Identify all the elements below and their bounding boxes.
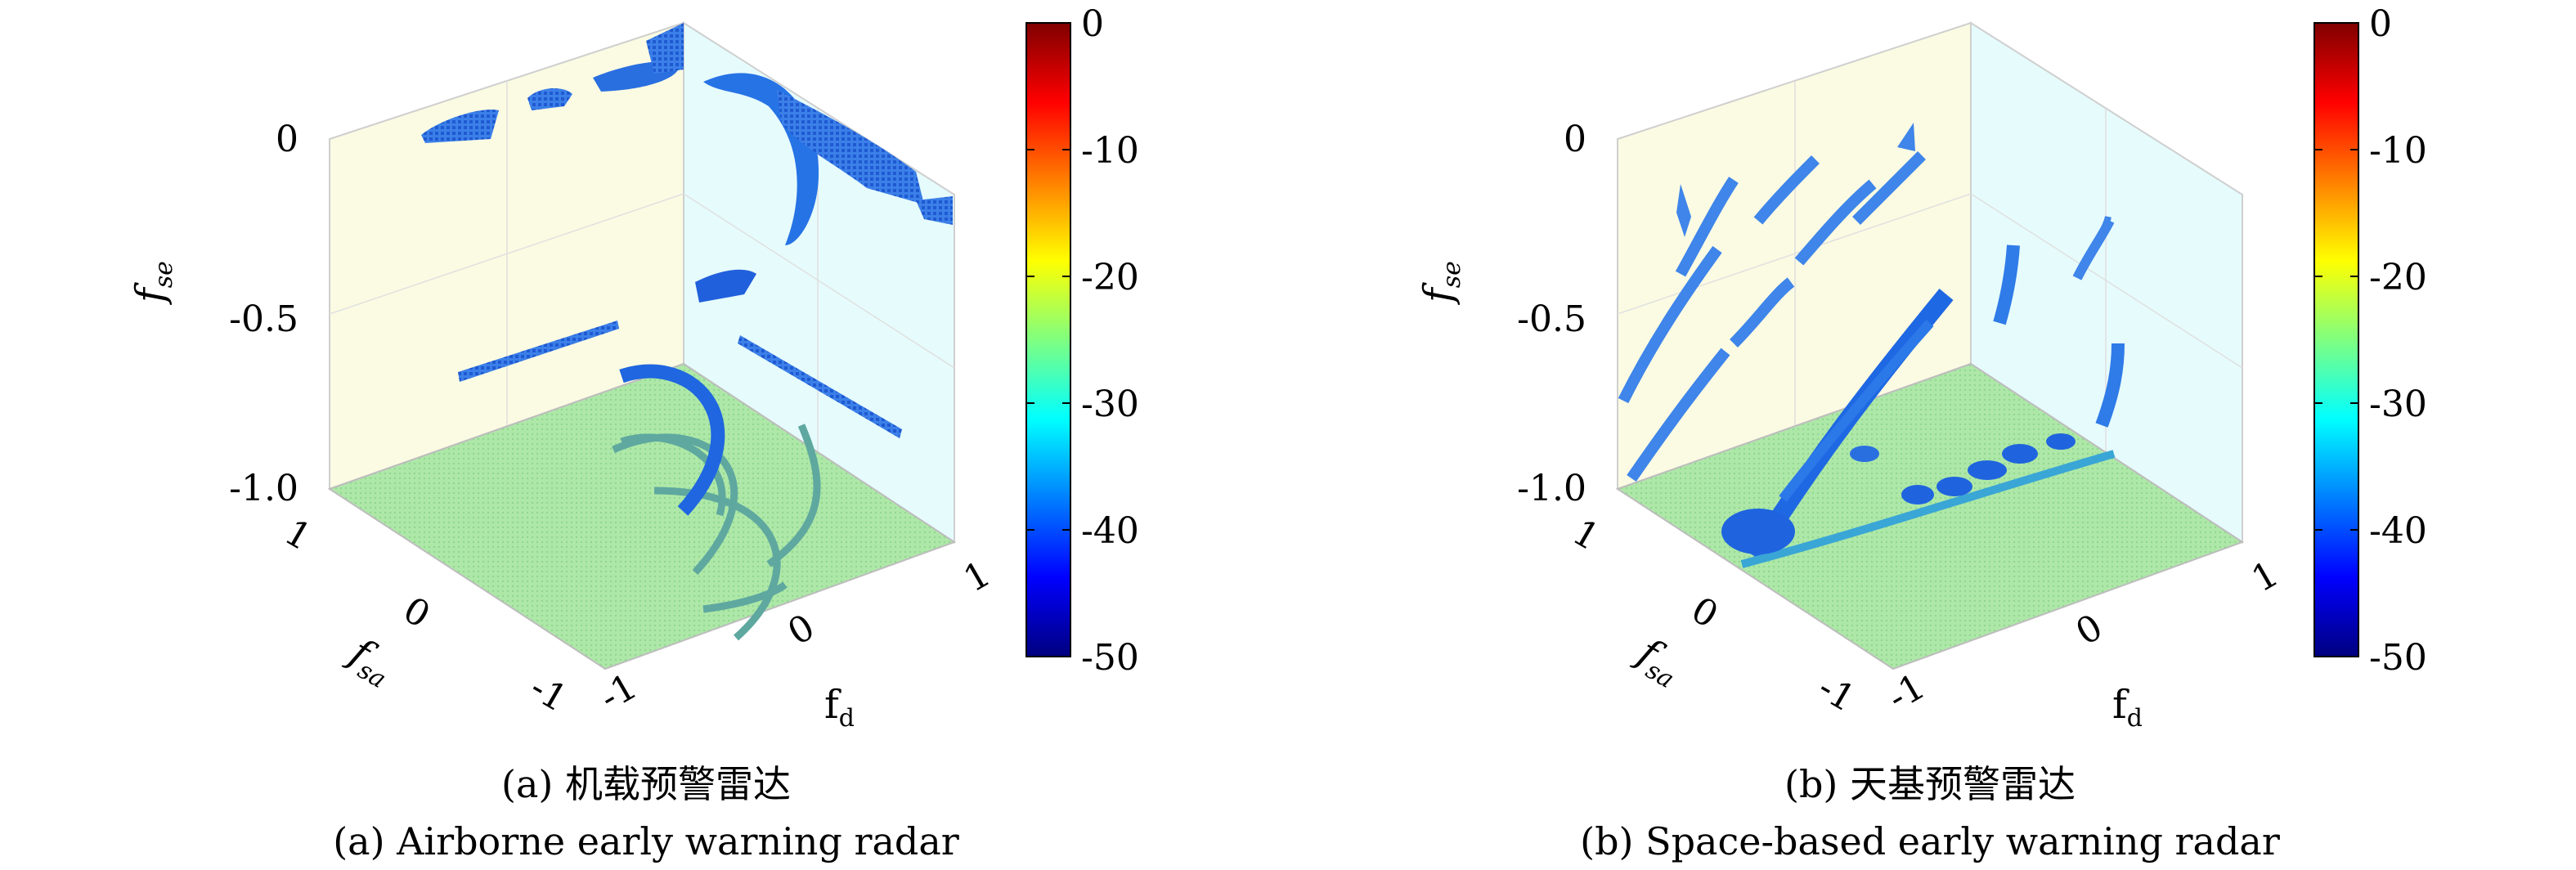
panel-a-floor-arc-4 xyxy=(702,581,788,613)
panel-b-floor-blob-5 xyxy=(2002,444,2038,464)
panel-a-caption-en: (a) Airborne early warning radar xyxy=(333,819,959,863)
panel-b-cbar-tick-0: 0 xyxy=(2369,3,2392,45)
panel-a-yticks-1: 0 xyxy=(397,589,438,636)
panel-b-right-streak-1 xyxy=(1993,244,2020,325)
panel-a-left-band xyxy=(458,321,619,382)
panel-b-streak-9 xyxy=(1676,184,1691,237)
panel-a: 0 -0.5 -1.0 fse 1 0 -1 fsa -1 0 1 fd 0 -… xyxy=(128,3,1139,863)
panel-a-zlabel: fse xyxy=(128,261,178,305)
panel-b-streak-7 xyxy=(1852,151,1926,225)
panel-b-zlabel: fse xyxy=(1416,261,1466,305)
panel-b-caption-en: (b) Space-based early warning radar xyxy=(1580,819,2280,863)
panel-a-cbar-tick-5: -50 xyxy=(1081,637,1139,679)
panel-b-floor-blob-7 xyxy=(1850,446,1879,462)
panel-b-streak-1 xyxy=(1618,245,1722,404)
panel-a-right-band xyxy=(738,335,902,438)
panel-a-floor-arc-2 xyxy=(612,433,738,576)
panel-b-cbar-tick-3: -30 xyxy=(2369,383,2427,425)
panel-b-floor-blob-4 xyxy=(1968,460,2007,480)
panel-a-3d-arc xyxy=(619,364,725,516)
panel-b-cbar-tick-4: -40 xyxy=(2369,510,2427,552)
panel-a-xlabel: fd xyxy=(824,682,855,733)
panel-a-yticks-2: -1 xyxy=(523,666,575,720)
svg-text:fse: fse xyxy=(1416,261,1466,305)
panel-b-zticks-1: -0.5 xyxy=(1517,298,1586,340)
panel-b-floor-blob-6 xyxy=(2046,433,2076,450)
panel-b-yticks-2: -1 xyxy=(1811,666,1863,720)
svg-text:fd: fd xyxy=(824,682,855,733)
panel-b-caption-cn: (b) 天基预警雷达 xyxy=(1784,762,2076,806)
panel-a-ylabel: fsa xyxy=(338,628,402,694)
panel-a-colorbar-ticks xyxy=(1026,149,1070,531)
panel-a-xticks-2: 1 xyxy=(957,553,998,600)
svg-text:fsa: fsa xyxy=(338,628,402,694)
panel-b-ridge-2 xyxy=(1779,320,1934,502)
panel-b-colorbar xyxy=(2313,22,2359,657)
panel-b-wall-grid xyxy=(1617,81,2243,454)
panel-a-cbar-tick-0: 0 xyxy=(1081,3,1104,45)
svg-text:fse: fse xyxy=(128,261,178,305)
panel-a-floor-arc-5 xyxy=(766,424,821,567)
panel-a-top-blob-4 xyxy=(527,88,572,110)
panel-b-clutter xyxy=(1618,123,2125,568)
panel-a-xticks-0: -1 xyxy=(593,666,644,720)
panel-a-yticks-0: 1 xyxy=(278,511,319,558)
panel-b-yticks-0: 1 xyxy=(1566,511,1607,558)
panel-a-colorbar xyxy=(1025,22,1071,657)
panel-a-zticks-1: -0.5 xyxy=(229,298,298,340)
panel-b-xticks-1: 0 xyxy=(2069,606,2110,653)
panel-b-xticks-0: -1 xyxy=(1881,666,1932,720)
panel-a-right-blob-2 xyxy=(695,269,756,303)
panel-b-xlabel: fd xyxy=(2112,682,2143,733)
panel-a-zticks-0: 0 xyxy=(276,119,298,160)
panel-a-wall-grid xyxy=(329,81,955,454)
panel-a-floor xyxy=(327,362,957,670)
panel-b-streak-3 xyxy=(1675,177,1739,277)
panel-b-zticks-0: 0 xyxy=(1564,119,1586,160)
panel-b-yticks-1: 0 xyxy=(1685,589,1726,636)
panel-b-streak-6 xyxy=(1794,179,1877,266)
panel-b-cbar-tick-2: -20 xyxy=(2369,257,2427,298)
panel-b-floor-blob-3 xyxy=(1936,477,1972,496)
panel-b-cbar-tick-5: -50 xyxy=(2369,637,2427,679)
panel-b-floor-line xyxy=(1740,450,2116,568)
svg-text:fsa: fsa xyxy=(1626,628,1690,694)
panel-a-cbar-tick-4: -40 xyxy=(1081,510,1139,552)
panel-a-cbar-tick-2: -20 xyxy=(1081,257,1139,298)
panel-a-top-blob-2 xyxy=(646,23,684,74)
panel-a-top-blob-3 xyxy=(421,110,499,143)
panel-b-floor-blob-1 xyxy=(1721,509,1795,554)
panel-b-streak-4 xyxy=(1730,277,1795,348)
panel-b-xticks-2: 1 xyxy=(2245,553,2286,600)
panel-b-floor-blob-2 xyxy=(1901,485,1934,505)
panel-b-zticks-2: -1.0 xyxy=(1517,468,1586,509)
panel-a-caption-cn: (a) 机载预警雷达 xyxy=(501,762,791,806)
panel-a-xticks-1: 0 xyxy=(781,606,822,653)
panel-a-cbar-tick-3: -30 xyxy=(1081,383,1139,425)
panel-b: 0 -0.5 -1.0 fse 1 0 -1 fsa -1 0 1 fd 0 -… xyxy=(1416,3,2427,863)
panel-a-right-blob-3 xyxy=(916,196,953,225)
panel-a-zticks-2: -1.0 xyxy=(229,468,298,509)
panel-b-streak-5 xyxy=(1753,155,1820,225)
panel-a-right-cloud xyxy=(777,90,924,204)
panel-b-colorbar-ticks xyxy=(2314,149,2358,531)
panel-a-clutter xyxy=(421,23,953,641)
panel-b-streak-8 xyxy=(1897,123,1915,151)
panel-b-streak-2 xyxy=(1627,348,1730,482)
panel-a-cbar-tick-1: -10 xyxy=(1081,130,1139,172)
panel-b-ylabel: fsa xyxy=(1626,628,1690,694)
svg-text:fd: fd xyxy=(2112,682,2143,733)
panel-b-right-streak-3 xyxy=(2095,343,2125,428)
panel-b-cbar-tick-1: -10 xyxy=(2369,130,2427,172)
panel-b-right-streak-4 xyxy=(2078,215,2112,271)
